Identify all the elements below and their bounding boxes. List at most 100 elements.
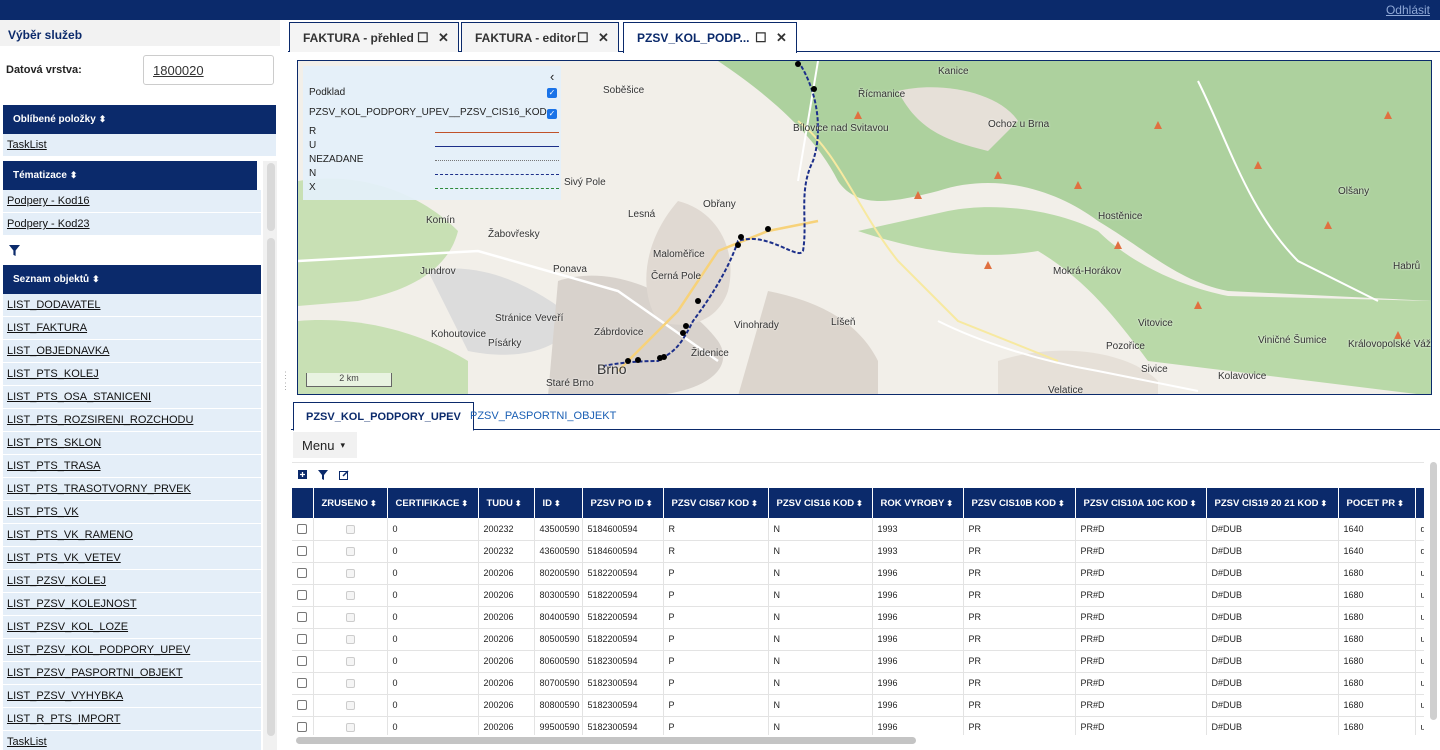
logout-link[interactable]: Odhlásit — [1385, 3, 1430, 17]
close-icon[interactable]: ✕ — [438, 29, 449, 45]
grid-horizontal-scrollbar[interactable] — [296, 737, 916, 744]
object-list-item[interactable]: LIST_FAKTURA — [3, 317, 261, 340]
object-list-item-label[interactable]: LIST_PZSV_PASPORTNI_OBJEKT — [7, 667, 183, 679]
column-header[interactable]: CERTIFIKACE ⬍ — [387, 488, 479, 518]
table-row[interactable]: 0 200232 43500590 5184600594 R N 1993 PR PR#D D#D… — [292, 518, 1424, 541]
object-list-item[interactable]: LIST_PZSV_KOL_PODPORY_UPEV — [3, 639, 261, 662]
column-header[interactable]: ROK VYROBY ⬍ — [872, 488, 964, 518]
row-checkbox[interactable] — [297, 546, 308, 557]
filter-icon[interactable] — [318, 469, 328, 480]
maximize-icon[interactable]: ☐ — [417, 29, 429, 45]
row-checkbox[interactable] — [297, 634, 308, 645]
object-list-item[interactable]: LIST_DODAVATEL — [3, 294, 261, 317]
favorites-header[interactable]: Oblíbené položky ⬍ — [3, 105, 276, 134]
object-list-item-label[interactable]: LIST_OBJEDNAVKA — [7, 345, 110, 357]
table-row[interactable]: 0 200206 99500590 5182300594 P N 1996 PR PR#D D#D… — [292, 716, 1424, 735]
object-list-item-label[interactable]: LIST_PTS_ROZSIRENI_ROZCHODU — [7, 414, 194, 426]
column-header[interactable]: PZSV PO ID ⬍ — [582, 488, 664, 518]
table-row[interactable]: 0 200206 80500590 5182200594 P N 1996 PR PR#D D#D… — [292, 628, 1424, 651]
object-list-item-label[interactable]: LIST_PTS_VK — [7, 506, 79, 518]
menu-button[interactable]: Menu ▾ — [293, 432, 357, 458]
layer-checkbox[interactable]: ✓ — [547, 109, 557, 119]
object-list-item-label[interactable]: TaskList — [7, 736, 47, 748]
subtab-pasportni-objekt[interactable]: PZSV_PASPORTNI_OBJEKT — [470, 410, 617, 422]
column-header[interactable]: PZSV CIS10B KOD ⬍ — [963, 488, 1076, 518]
object-list-item[interactable]: LIST_PTS_SKLON — [3, 432, 261, 455]
row-checkbox[interactable] — [297, 722, 308, 733]
object-list-item-label[interactable]: LIST_DODAVATEL — [7, 299, 101, 311]
table-row[interactable]: 0 200206 80700590 5182300594 P N 1996 PR PR#D D#D… — [292, 672, 1424, 695]
column-header[interactable]: ZRUSENO ⬍ — [313, 488, 388, 518]
object-list-item[interactable]: LIST_PTS_TRASA — [3, 455, 261, 478]
object-list-item-label[interactable]: LIST_PTS_TRASA — [7, 460, 101, 472]
maximize-icon[interactable]: ☐ — [755, 30, 767, 45]
object-list-item[interactable]: LIST_PTS_VK_RAMENO — [3, 524, 261, 547]
column-header[interactable]: POCET PR ⬍ — [1338, 488, 1416, 518]
filter-icon[interactable] — [9, 244, 20, 256]
row-checkbox[interactable] — [297, 656, 308, 667]
tab-faktura-editor[interactable]: FAKTURA - editor ☐ ✕ — [461, 22, 619, 52]
object-list-item[interactable]: LIST_R_PTS_IMPORT — [3, 708, 261, 731]
object-list-item[interactable]: LIST_PTS_KOLEJ — [3, 363, 261, 386]
object-list-item[interactable]: LIST_PTS_VK_VETEV — [3, 547, 261, 570]
object-list-item[interactable]: LIST_PTS_OSA_STANICENI — [3, 386, 261, 409]
tab-faktura-prehled[interactable]: FAKTURA - přehled ☐ ✕ — [289, 22, 459, 52]
object-list-item[interactable]: LIST_PTS_ROZSIRENI_ROZCHODU — [3, 409, 261, 432]
subtab-kol-podpory-upev[interactable]: PZSV_KOL_PODPORY_UPEV — [293, 402, 474, 431]
row-checkbox[interactable] — [297, 524, 308, 535]
column-header[interactable]: TUDU ⬍ — [478, 488, 535, 518]
table-row[interactable]: 0 200232 43600590 5184600594 R N 1993 PR PR#D D#D… — [292, 540, 1424, 563]
map-view[interactable]: Kanice Soběšice Řícmanice Ochoz u Brna Bílov… — [297, 60, 1432, 395]
column-header[interactable]: PZSV CIS10A 10C KOD ⬍ — [1075, 488, 1207, 518]
collapse-legend-icon[interactable]: ‹ — [550, 69, 555, 84]
object-list-item-label[interactable]: LIST_PTS_VK_VETEV — [7, 552, 121, 564]
theme-item[interactable]: Podpery - Kod23 — [3, 213, 261, 236]
close-icon[interactable]: ✕ — [776, 30, 787, 45]
row-checkbox[interactable] — [297, 612, 308, 623]
object-list-item-label[interactable]: LIST_PTS_VK_RAMENO — [7, 529, 133, 541]
themes-scrollbar[interactable] — [267, 163, 275, 231]
favorite-item-label[interactable]: TaskList — [7, 139, 47, 151]
panel-splitter-handle[interactable]: ⋮ ⋮ — [281, 370, 290, 391]
themes-header[interactable]: Tématizace ⬍ — [3, 161, 257, 190]
row-checkbox[interactable] — [297, 678, 308, 689]
object-list-item-label[interactable]: LIST_FAKTURA — [7, 322, 88, 334]
objects-header[interactable]: Seznam objektů ⬍ — [3, 265, 261, 294]
object-list-item-label[interactable]: LIST_PTS_OSA_STANICENI — [7, 391, 152, 403]
object-list-item-label[interactable]: LIST_PZSV_KOL_PODPORY_UPEV — [7, 644, 191, 656]
object-list-item-label[interactable]: LIST_PTS_TRASOTVORNY_PRVEK — [7, 483, 191, 495]
data-layer-input[interactable]: 1800020 — [143, 55, 274, 85]
base-layer-checkbox[interactable]: ✓ — [547, 88, 557, 98]
column-header[interactable]: PZSV CIS16 KOD ⬍ — [768, 488, 873, 518]
column-header[interactable] — [1415, 488, 1424, 518]
object-list-item[interactable]: LIST_PZSV_PASPORTNI_OBJEKT — [3, 662, 261, 685]
row-checkbox[interactable] — [297, 590, 308, 601]
object-list-item-label[interactable]: LIST_PTS_KOLEJ — [7, 368, 99, 380]
object-list-item[interactable]: TaskList — [3, 731, 261, 750]
edit-icon[interactable] — [339, 469, 349, 480]
object-list-item-label[interactable]: LIST_PTS_SKLON — [7, 437, 102, 449]
objects-scrollbar[interactable] — [267, 238, 275, 736]
object-list-item[interactable]: LIST_PTS_VK — [3, 501, 261, 524]
column-header[interactable]: ID ⬍ — [534, 488, 583, 518]
favorite-item[interactable]: TaskList — [3, 134, 276, 157]
tab-pzsv-kol-podpory[interactable]: PZSV_KOL_PODP... ☐ ✕ — [623, 22, 797, 53]
object-list-item-label[interactable]: LIST_PZSV_KOLEJ — [7, 575, 107, 587]
object-list-item-label[interactable]: LIST_PZSV_VYHYBKA — [7, 690, 124, 702]
object-list-item-label[interactable]: LIST_PZSV_KOLEJNOST — [7, 598, 137, 610]
table-row[interactable]: 0 200206 80200590 5182200594 P N 1996 PR PR#D D#D… — [292, 562, 1424, 585]
column-header[interactable]: PZSV CIS19 20 21 KOD ⬍ — [1206, 488, 1339, 518]
table-row[interactable]: 0 200206 80600590 5182300594 P N 1996 PR PR#D D#D… — [292, 650, 1424, 673]
object-list-item[interactable]: LIST_PZSV_KOLEJNOST — [3, 593, 261, 616]
row-checkbox[interactable] — [297, 568, 308, 579]
theme-item-label[interactable]: Podpery - Kod23 — [7, 218, 90, 230]
object-list-item[interactable]: LIST_PZSV_KOLEJ — [3, 570, 261, 593]
object-list-item[interactable]: LIST_PTS_TRASOTVORNY_PRVEK — [3, 478, 261, 501]
table-row[interactable]: 0 200206 80400590 5182200594 P N 1996 PR PR#D D#D… — [292, 606, 1424, 629]
maximize-icon[interactable]: ☐ — [577, 29, 589, 45]
theme-item-label[interactable]: Podpery - Kod16 — [7, 195, 90, 207]
map-basemap[interactable] — [298, 61, 1432, 395]
grid-vertical-scrollbar[interactable] — [1430, 462, 1437, 720]
object-list-item[interactable]: LIST_PZSV_VYHYBKA — [3, 685, 261, 708]
add-row-icon[interactable] — [298, 470, 307, 479]
